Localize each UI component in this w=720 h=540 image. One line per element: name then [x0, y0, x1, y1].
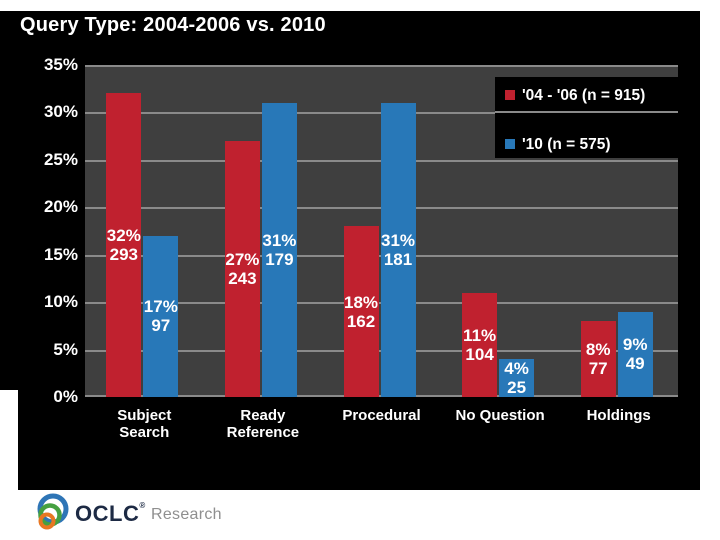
bar-value-label: 11% 104	[463, 325, 497, 364]
bar-blue-holdings	[617, 311, 653, 397]
bar-value-label: 9% 49	[622, 335, 648, 374]
bar-value-label: 32% 293	[106, 226, 141, 265]
slide-background-lower	[18, 390, 700, 490]
y-tick-label: 20%	[43, 197, 78, 217]
bar-blue-no-question	[499, 359, 535, 397]
y-tick-label: 30%	[43, 102, 78, 122]
gridline	[85, 65, 678, 67]
y-tick-label: 15%	[43, 244, 78, 264]
bar-blue-procedural	[380, 102, 416, 397]
bar-value-label: 31% 181	[380, 230, 416, 269]
bar-red-subject-search	[106, 93, 142, 397]
bar-red-procedural	[343, 226, 379, 397]
legend-swatch-icon	[505, 139, 515, 149]
bar-value-label: 17% 97	[143, 297, 178, 336]
bar-red-ready-reference	[224, 140, 260, 397]
bar-red-holdings	[580, 321, 616, 397]
x-category-label: No Question	[455, 407, 545, 424]
bar-value-label: 4% 25	[504, 359, 529, 398]
y-tick-label: 0%	[53, 387, 78, 406]
legend: '04 - '06 (n = 915) '10 (n = 575)	[495, 77, 700, 158]
x-category-label: Procedural	[342, 407, 421, 424]
bar-blue-ready-reference	[261, 102, 297, 397]
bar-blue-subject-search	[143, 235, 179, 397]
slide-title: Query Type: 2004-2006 vs. 2010	[20, 14, 326, 36]
gridline	[495, 111, 678, 113]
bar-value-label: 27% 243	[225, 249, 260, 288]
brand-subname: Research	[151, 506, 222, 523]
bar-value-label: 8% 77	[585, 340, 611, 379]
x-category-label: Subject Search	[117, 407, 172, 441]
registered-mark: ®	[139, 501, 146, 510]
oclc-research-logo: OCLC® Research	[28, 492, 248, 534]
y-tick-label: 10%	[43, 292, 78, 312]
y-tick-label: 35%	[43, 55, 78, 74]
x-category-label: Holdings	[586, 407, 651, 424]
bar-red-no-question	[462, 292, 498, 397]
legend-label: '04 - '06 (n = 915)	[522, 87, 646, 104]
brand-name: OCLC®	[75, 501, 146, 526]
y-tick-label: 5%	[53, 339, 78, 359]
y-tick-label: 25%	[43, 149, 78, 169]
bar-value-label: 18% 162	[343, 292, 379, 331]
legend-label: '10 (n = 575)	[522, 136, 611, 153]
oclc-rings-icon	[37, 493, 69, 530]
legend-swatch-icon	[505, 90, 515, 100]
bar-value-label: 31% 179	[262, 230, 297, 269]
x-category-label: Ready Reference	[226, 407, 300, 441]
